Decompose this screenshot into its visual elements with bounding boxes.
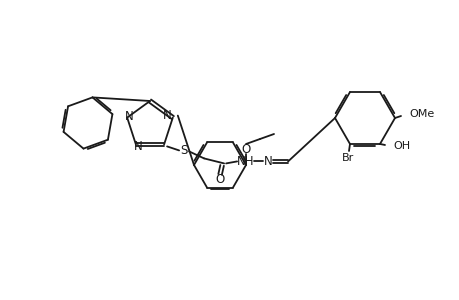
Text: S: S <box>180 144 187 157</box>
Text: OMe: OMe <box>408 109 433 119</box>
Text: Br: Br <box>341 153 353 163</box>
Text: N: N <box>133 140 142 153</box>
Text: N: N <box>124 110 133 123</box>
Text: N: N <box>263 155 272 168</box>
Text: NH: NH <box>237 155 254 168</box>
Text: N: N <box>162 109 171 122</box>
Text: O: O <box>241 142 250 155</box>
Text: O: O <box>215 173 224 186</box>
Text: OH: OH <box>392 141 409 151</box>
